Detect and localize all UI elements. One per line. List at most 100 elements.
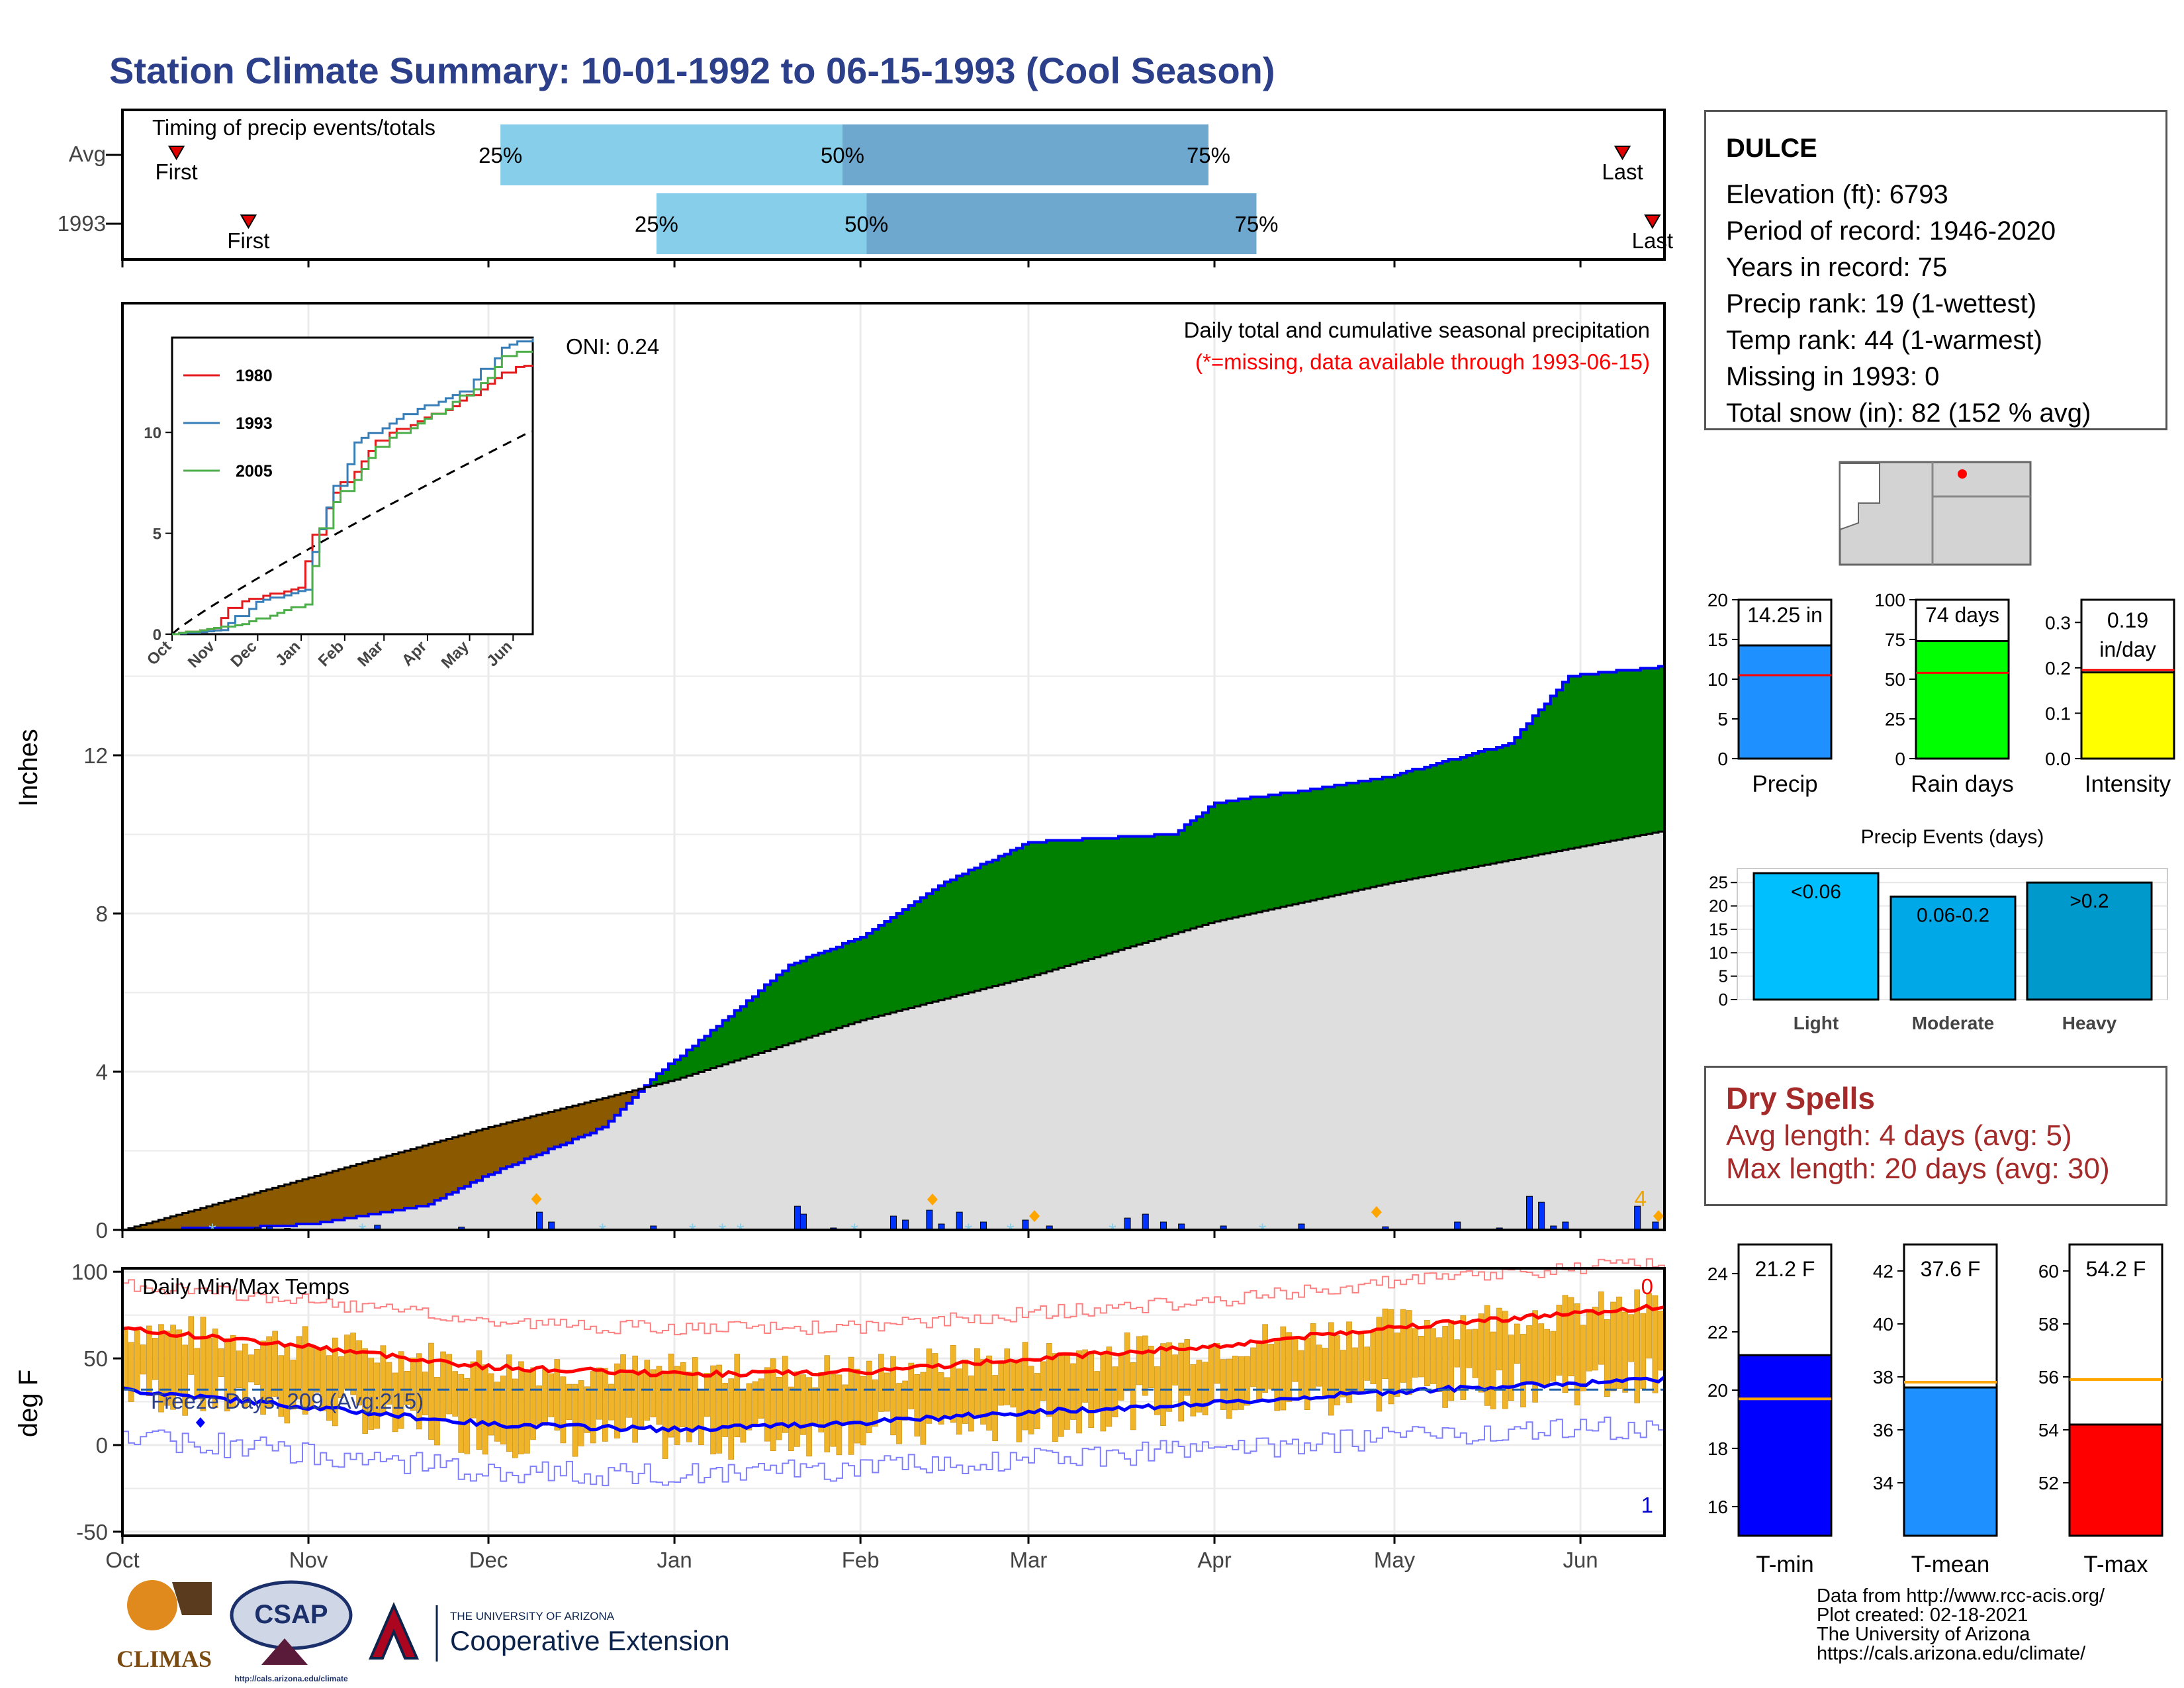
inset-ytick-label: 0 (153, 626, 161, 644)
temp-daily-bar (836, 1374, 842, 1456)
temp-daily-bar (1070, 1363, 1076, 1420)
precip-diff-segment (152, 1221, 159, 1230)
precip-diff-segment (590, 1101, 597, 1133)
tbar-label: T-max (2083, 1552, 2148, 1577)
precip-diff-segment (242, 1196, 249, 1229)
temp-daily-bar (872, 1379, 878, 1427)
temp-daily-bar (206, 1337, 212, 1395)
temp-daily-bar (1568, 1297, 1574, 1377)
summary-bars: 0 5 10 15 20 Precip 14.25 in 0 25 50 75 100 Rain day… (1707, 590, 2175, 797)
temp-daily-bar (410, 1357, 416, 1411)
temp-daily-bar (1256, 1341, 1262, 1401)
precip-diff-segment (614, 1095, 621, 1115)
temp-daily-bar (266, 1336, 272, 1408)
precip-diff-segment (314, 1176, 321, 1225)
ua-big-text: Cooperative Extension (450, 1625, 730, 1656)
temp-daily-bar (140, 1344, 146, 1375)
precip-diff-segment (206, 1206, 213, 1229)
precip-diff-segment (1118, 836, 1125, 951)
precip-diff-segment (1010, 850, 1017, 982)
precip-diff-segment (956, 876, 963, 996)
precip-diff-segment (854, 939, 861, 1023)
summary-ytick-label: 0 (1717, 749, 1728, 769)
temp-daily-bar (686, 1372, 692, 1442)
ua-small-text: THE UNIVERSITY OF ARIZONA (450, 1610, 615, 1622)
temp-lines (122, 1258, 1666, 1487)
precip-diff-segment (1340, 784, 1347, 894)
precip-diff-segment (1304, 790, 1311, 902)
temp-daily-bar (170, 1325, 176, 1410)
precip-diff-segment (878, 925, 886, 1016)
events-title: Precip Events (days) (1861, 826, 2044, 848)
tbar-bar (1737, 1354, 1833, 1537)
precip-diff-segment (236, 1197, 243, 1229)
timing-first-label: First (227, 228, 269, 253)
summary-ytick-label: 20 (1707, 590, 1728, 610)
precip-diff-segment (350, 1166, 357, 1219)
temp-daily-bar (1076, 1350, 1082, 1434)
temp-daily-bar (392, 1372, 398, 1432)
timing-bar-25-50 (656, 193, 867, 254)
temp-daily-bar (986, 1355, 992, 1431)
temp-daily-bar (1334, 1335, 1340, 1405)
precip-diff-segment (812, 955, 819, 1036)
temp-daily-bar (716, 1364, 722, 1454)
temp-daily-bar (272, 1331, 279, 1397)
summary-label: Intensity (2085, 771, 2171, 797)
precip-diff-segment (1646, 668, 1653, 834)
temp-daily-bar (1538, 1323, 1544, 1387)
inset-ytick-label: 10 (144, 424, 161, 442)
precip-observed-line (122, 665, 1664, 1231)
precip-diff-segment (374, 1159, 381, 1215)
temp-daily-bar (740, 1389, 747, 1443)
temp-daily-bar (1478, 1313, 1484, 1393)
summary-ytick-label: 50 (1885, 669, 1905, 690)
temp-daily-bar (344, 1335, 350, 1390)
precip-areas (122, 665, 1666, 1231)
temp-daily-bar (812, 1387, 818, 1425)
temp-daily-bar (152, 1338, 158, 1380)
temp-daily-bar (758, 1378, 764, 1419)
precip-diff-segment (1478, 751, 1485, 867)
precip-diff-segment (1256, 796, 1263, 913)
precip-diff-segment (1268, 794, 1275, 910)
precip-diff-segment (1424, 767, 1432, 876)
precip-diff-segment (530, 1116, 537, 1157)
temp-daily-bar (368, 1358, 375, 1430)
precip-diff-segment (1112, 838, 1119, 952)
precip-diff-segment (722, 1020, 729, 1064)
tbar-bar (1903, 1386, 1998, 1537)
temp-daily-bar (1616, 1296, 1622, 1389)
precip-diff-segment (1622, 670, 1629, 839)
precip-diff-segment (248, 1194, 255, 1229)
temp-daily-bar (530, 1367, 536, 1440)
temp-daily-bar (1124, 1332, 1130, 1391)
temp-daily-bar (1262, 1324, 1268, 1393)
temp-daily-bar (464, 1378, 471, 1454)
temp-daily-bar (1202, 1362, 1208, 1415)
temp-daily-bar (854, 1368, 860, 1444)
temp-daily-bar (1160, 1343, 1166, 1427)
precip-diff-segment (710, 1030, 717, 1068)
temp-daily-bar (248, 1354, 254, 1383)
tbar-ytick-label: 38 (1873, 1367, 1893, 1387)
precip-diff-segment (458, 1135, 465, 1189)
precip-diff-segment (290, 1182, 297, 1227)
precip-diff-segment (410, 1149, 417, 1209)
events-category: Moderate (1912, 1013, 1994, 1033)
temp-daily-bar (494, 1382, 500, 1442)
precip-corner-count: 4 (1635, 1186, 1647, 1211)
events-ytick-label: 25 (1709, 872, 1728, 892)
temp-daily-bar (1328, 1322, 1334, 1416)
csap-url: http://cals.arizona.edu/climate (234, 1674, 348, 1683)
events-bar (1889, 895, 2017, 1001)
precip-diff-segment (794, 962, 801, 1042)
temp-count-top: 0 (1641, 1274, 1653, 1299)
precip-diff-segment (926, 894, 933, 1004)
temp-daily-bar (458, 1374, 465, 1453)
timing-q50-label: 50% (821, 143, 864, 167)
precip-diff-segment (1436, 763, 1443, 874)
precip-diff-segment (506, 1122, 513, 1167)
precip-ytick-label: 8 (96, 902, 108, 926)
temp-daily-bar (1418, 1336, 1424, 1378)
